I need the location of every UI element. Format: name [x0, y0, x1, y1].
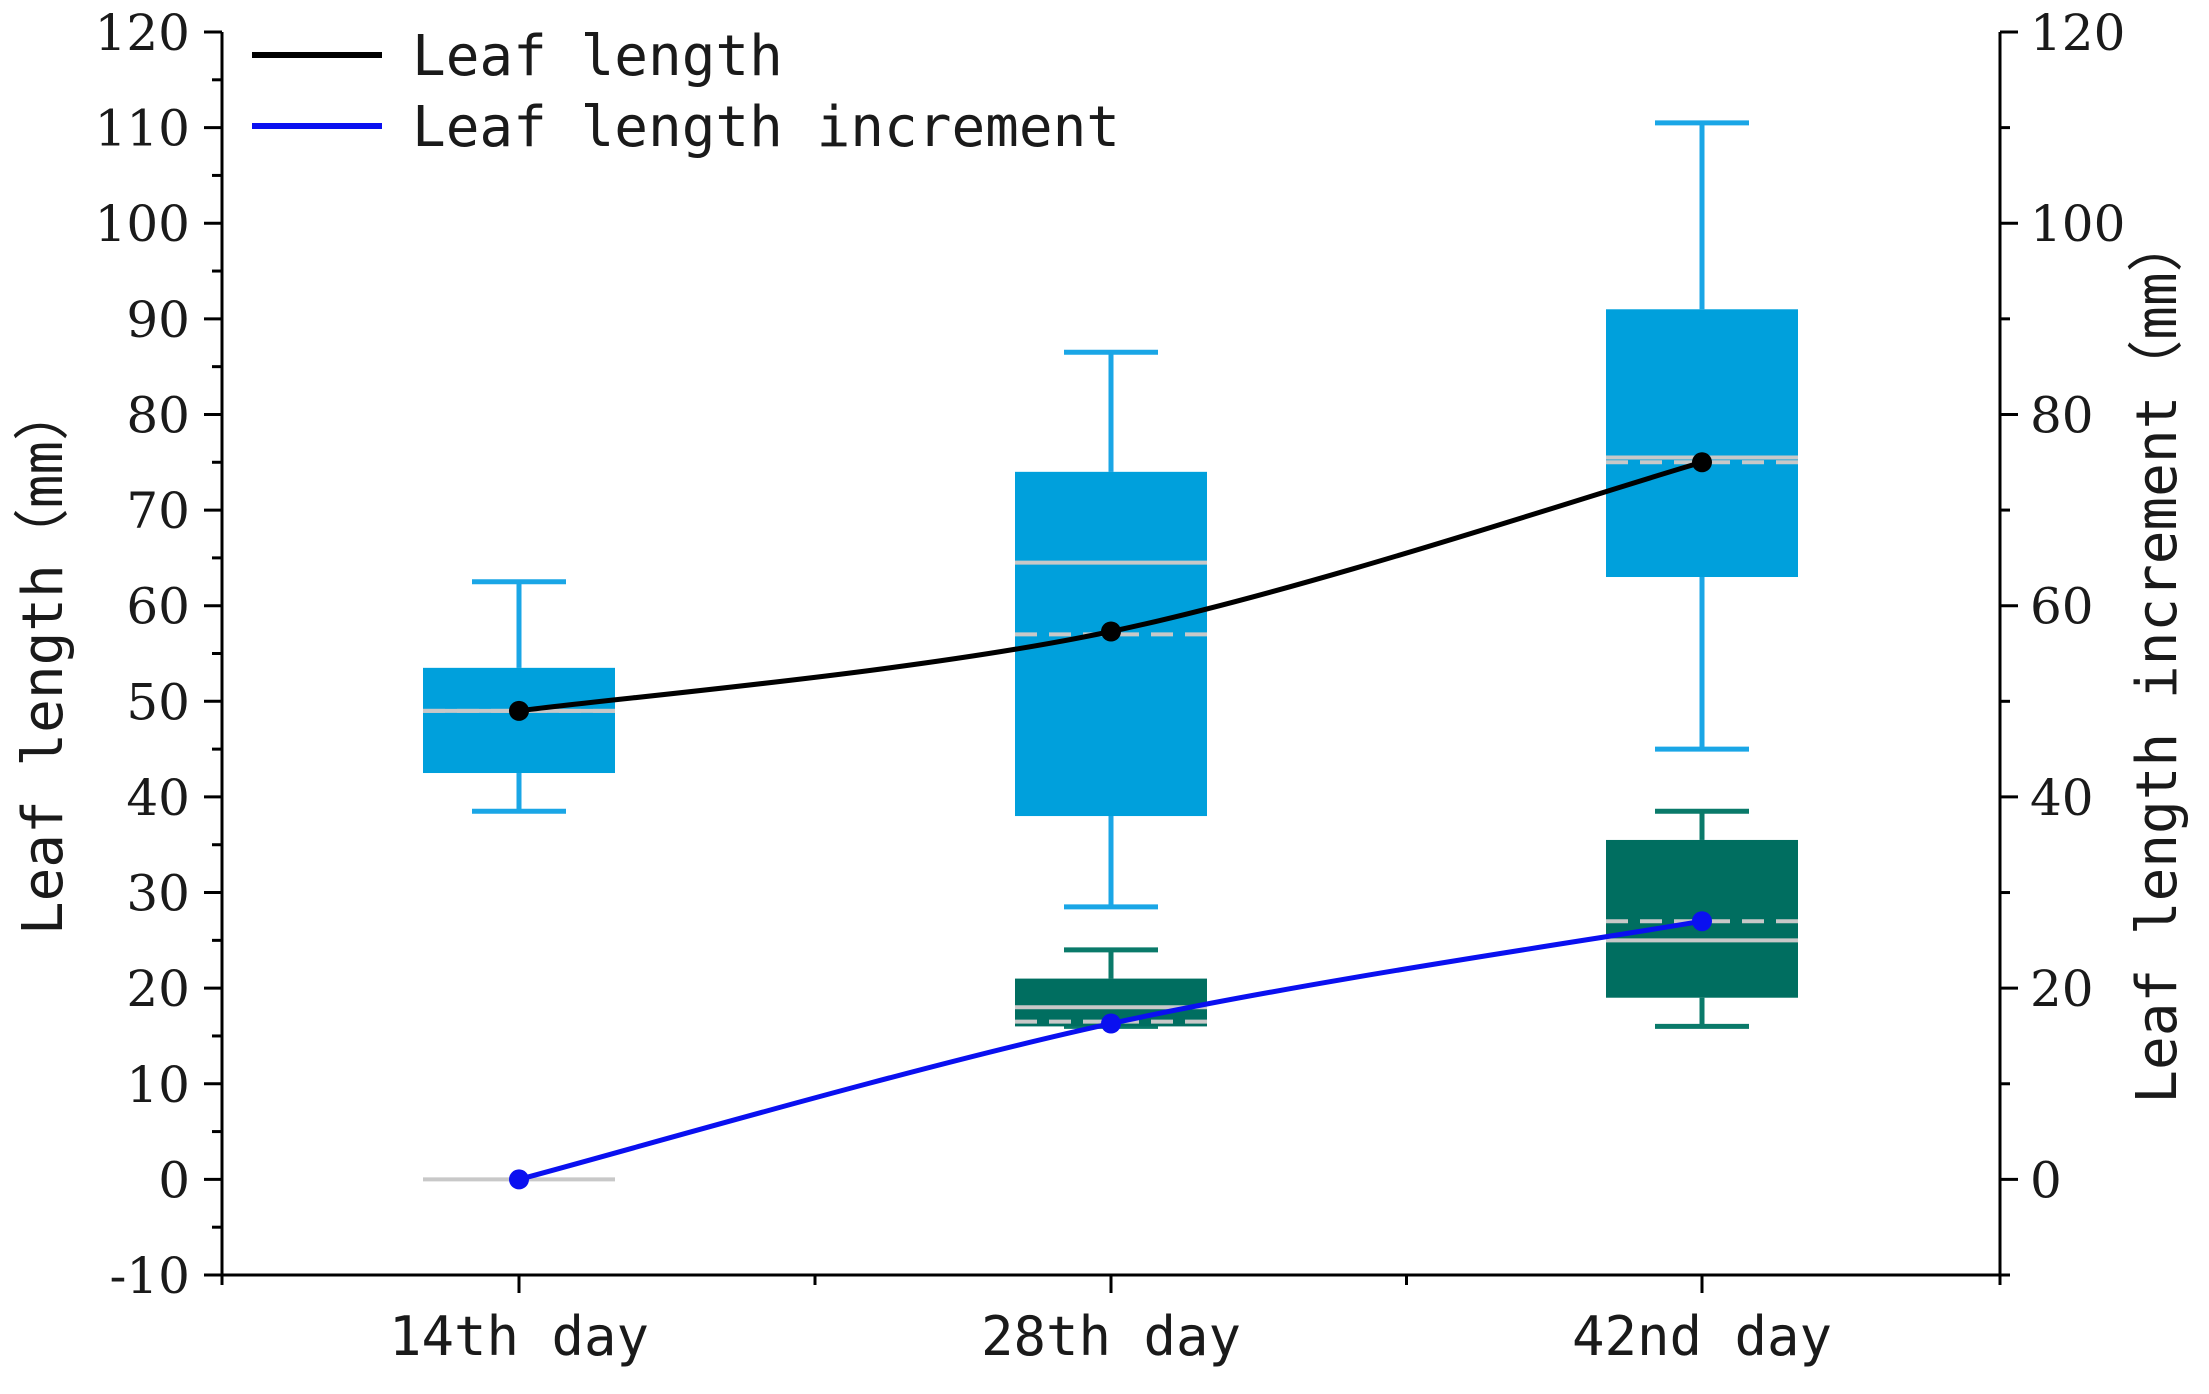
left-tick-label: 10 — [126, 1056, 190, 1114]
right-tick-label: 100 — [2030, 195, 2125, 253]
box-iqr — [1606, 309, 1798, 578]
left-tick-label: 90 — [126, 291, 190, 349]
trend-lines — [509, 452, 1712, 1190]
x-tick-label: 14th day — [389, 1305, 649, 1368]
trend-point — [1101, 621, 1121, 642]
trend-point — [1692, 452, 1712, 473]
trend-point — [1101, 1013, 1121, 1034]
legend-label-leaf-length: Leaf length — [412, 24, 783, 89]
trend-point — [509, 700, 529, 721]
left-tick-label: 0 — [158, 1151, 190, 1209]
right-tick-label: 20 — [2030, 960, 2094, 1018]
left-tick-label: 80 — [126, 386, 190, 444]
trend-point — [1692, 911, 1712, 932]
legend-label-leaf-length-increment: Leaf length increment — [412, 95, 1120, 160]
left-axis-ticks: -10 0 10 20 30 40 50 60 70 80 90 100 110 120 — [95, 4, 222, 1305]
left-tick-label: 100 — [95, 195, 190, 253]
x-axis-ticks: 14th day 28th day 42nd day — [220, 1275, 2002, 1368]
right-tick-label: 60 — [2030, 578, 2094, 636]
left-tick-label: 110 — [95, 100, 190, 158]
right-axis-ticks: 0 20 40 60 80 100 120 — [2000, 4, 2125, 1277]
box-plots — [423, 120, 1798, 1182]
trend-point — [509, 1169, 529, 1190]
right-axis-label: Leaf length increment（mm） — [2125, 216, 2190, 1103]
right-tick-label: 120 — [2030, 4, 2125, 62]
x-tick-label: 28th day — [981, 1305, 1241, 1368]
left-axis-label: Leaf length（mm） — [11, 385, 76, 935]
left-tick-label: 20 — [126, 960, 190, 1018]
legend: Leaf length Leaf length increment — [252, 24, 1120, 160]
x-tick-label: 42nd day — [1572, 1305, 1832, 1368]
left-tick-label: 50 — [126, 673, 190, 731]
left-tick-label: 120 — [95, 4, 190, 62]
right-tick-label: 40 — [2030, 769, 2094, 827]
right-tick-label: 0 — [2030, 1151, 2062, 1209]
left-tick-label: 60 — [126, 578, 190, 636]
left-tick-label: -10 — [109, 1247, 190, 1305]
left-tick-label: 70 — [126, 482, 190, 540]
left-tick-label: 40 — [126, 769, 190, 827]
axes: -10 0 10 20 30 40 50 60 70 80 90 100 110 120 0 20 40 60 8… — [95, 4, 2126, 1368]
left-tick-label: 30 — [126, 865, 190, 923]
right-tick-label: 80 — [2030, 386, 2094, 444]
